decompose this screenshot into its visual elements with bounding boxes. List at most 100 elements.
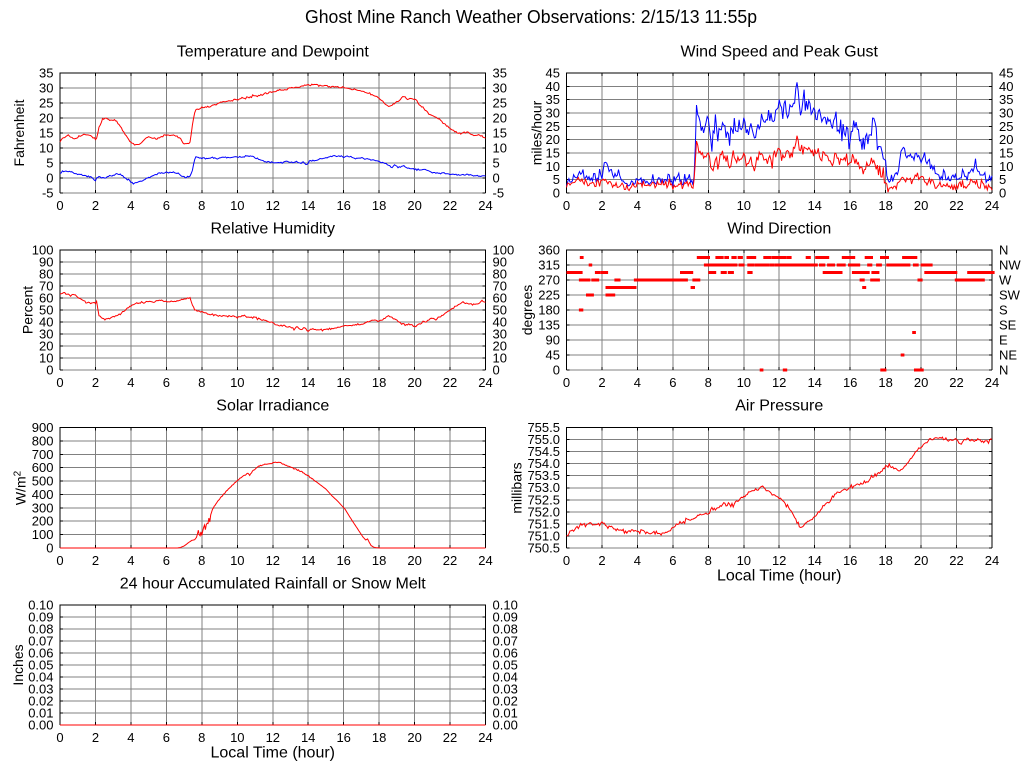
svg-text:NW: NW bbox=[999, 258, 1021, 273]
svg-text:0: 0 bbox=[56, 198, 63, 213]
svg-text:20: 20 bbox=[407, 730, 421, 745]
svg-text:16: 16 bbox=[336, 730, 350, 745]
svg-text:16: 16 bbox=[843, 375, 857, 390]
svg-text:4: 4 bbox=[127, 375, 134, 390]
svg-text:14: 14 bbox=[807, 198, 821, 213]
svg-text:16: 16 bbox=[336, 198, 350, 213]
svg-text:10: 10 bbox=[737, 198, 751, 213]
svg-text:755.0: 755.0 bbox=[527, 432, 560, 447]
svg-text:0.04: 0.04 bbox=[493, 670, 518, 685]
svg-text:2: 2 bbox=[92, 553, 99, 568]
svg-text:8: 8 bbox=[198, 198, 205, 213]
svg-text:0.03: 0.03 bbox=[28, 682, 53, 697]
svg-text:8: 8 bbox=[705, 375, 712, 390]
svg-text:Percent: Percent bbox=[20, 286, 36, 334]
svg-text:0.02: 0.02 bbox=[493, 694, 518, 709]
svg-text:20: 20 bbox=[407, 198, 421, 213]
svg-text:752.5: 752.5 bbox=[527, 492, 560, 507]
svg-text:0.06: 0.06 bbox=[28, 646, 53, 661]
svg-text:600: 600 bbox=[32, 460, 54, 475]
svg-text:18: 18 bbox=[372, 730, 386, 745]
svg-text:22: 22 bbox=[949, 375, 963, 390]
svg-text:90: 90 bbox=[493, 255, 507, 270]
svg-text:0: 0 bbox=[553, 186, 560, 201]
svg-text:0: 0 bbox=[999, 186, 1006, 201]
svg-text:4: 4 bbox=[634, 198, 641, 213]
svg-text:60: 60 bbox=[39, 291, 53, 306]
svg-text:0.10: 0.10 bbox=[28, 598, 53, 613]
svg-text:18: 18 bbox=[878, 198, 892, 213]
svg-text:20: 20 bbox=[914, 198, 928, 213]
svg-text:2: 2 bbox=[92, 730, 99, 745]
svg-text:800: 800 bbox=[32, 433, 54, 448]
svg-text:Local Time (hour): Local Time (hour) bbox=[717, 568, 842, 585]
svg-text:0: 0 bbox=[46, 363, 53, 378]
svg-text:0.07: 0.07 bbox=[493, 634, 518, 649]
svg-text:754.0: 754.0 bbox=[527, 456, 560, 471]
svg-text:16: 16 bbox=[843, 553, 857, 568]
svg-text:135: 135 bbox=[538, 318, 560, 333]
svg-text:25: 25 bbox=[39, 96, 53, 111]
svg-text:Ghost Mine Ranch Weather Obser: Ghost Mine Ranch Weather Observations: 2… bbox=[305, 7, 757, 27]
svg-text:40: 40 bbox=[546, 79, 560, 94]
svg-text:0: 0 bbox=[56, 375, 63, 390]
svg-text:Inches: Inches bbox=[10, 644, 26, 685]
svg-text:12: 12 bbox=[266, 375, 280, 390]
svg-text:8: 8 bbox=[705, 198, 712, 213]
svg-text:90: 90 bbox=[546, 333, 560, 348]
svg-text:10: 10 bbox=[493, 351, 507, 366]
svg-text:10: 10 bbox=[230, 375, 244, 390]
svg-text:-5: -5 bbox=[42, 186, 54, 201]
svg-text:6: 6 bbox=[163, 375, 170, 390]
svg-text:5: 5 bbox=[493, 156, 500, 171]
svg-text:18: 18 bbox=[372, 375, 386, 390]
svg-text:E: E bbox=[999, 333, 1008, 348]
svg-text:30: 30 bbox=[546, 106, 560, 121]
svg-text:SE: SE bbox=[999, 318, 1017, 333]
svg-text:10: 10 bbox=[230, 198, 244, 213]
svg-text:70: 70 bbox=[493, 279, 507, 294]
svg-text:22: 22 bbox=[949, 198, 963, 213]
svg-text:20: 20 bbox=[407, 553, 421, 568]
svg-text:4: 4 bbox=[634, 553, 641, 568]
svg-text:30: 30 bbox=[493, 327, 507, 342]
svg-text:6: 6 bbox=[669, 198, 676, 213]
svg-text:225: 225 bbox=[538, 288, 560, 303]
svg-text:20: 20 bbox=[914, 375, 928, 390]
svg-text:25: 25 bbox=[999, 119, 1013, 134]
svg-text:15: 15 bbox=[493, 126, 507, 141]
svg-text:20: 20 bbox=[407, 375, 421, 390]
svg-text:5: 5 bbox=[553, 172, 560, 187]
svg-text:15: 15 bbox=[39, 126, 53, 141]
svg-text:10: 10 bbox=[39, 351, 53, 366]
svg-text:30: 30 bbox=[493, 81, 507, 96]
svg-text:100: 100 bbox=[493, 243, 515, 258]
svg-text:8: 8 bbox=[705, 553, 712, 568]
svg-text:Wind Speed and Peak Gust: Wind Speed and Peak Gust bbox=[681, 44, 879, 61]
svg-text:30: 30 bbox=[999, 106, 1013, 121]
svg-text:8: 8 bbox=[198, 375, 205, 390]
svg-text:14: 14 bbox=[807, 375, 821, 390]
svg-text:2: 2 bbox=[598, 553, 605, 568]
svg-text:10: 10 bbox=[546, 159, 560, 174]
svg-text:0: 0 bbox=[553, 363, 560, 378]
svg-text:W/m2: W/m2 bbox=[13, 470, 29, 505]
svg-text:45: 45 bbox=[546, 66, 560, 81]
svg-text:N: N bbox=[999, 363, 1008, 378]
svg-text:180: 180 bbox=[538, 303, 560, 318]
svg-text:14: 14 bbox=[807, 553, 821, 568]
svg-text:24: 24 bbox=[985, 198, 999, 213]
svg-text:Fahrenheit: Fahrenheit bbox=[11, 99, 27, 166]
svg-text:0.05: 0.05 bbox=[28, 658, 53, 673]
svg-text:25: 25 bbox=[546, 119, 560, 134]
svg-text:360: 360 bbox=[538, 243, 560, 258]
svg-text:8: 8 bbox=[198, 553, 205, 568]
svg-text:-5: -5 bbox=[493, 186, 505, 201]
svg-text:12: 12 bbox=[266, 198, 280, 213]
svg-text:2: 2 bbox=[598, 198, 605, 213]
svg-text:10: 10 bbox=[737, 553, 751, 568]
svg-text:30: 30 bbox=[39, 327, 53, 342]
svg-text:20: 20 bbox=[39, 339, 53, 354]
svg-text:315: 315 bbox=[538, 258, 560, 273]
svg-text:22: 22 bbox=[949, 553, 963, 568]
